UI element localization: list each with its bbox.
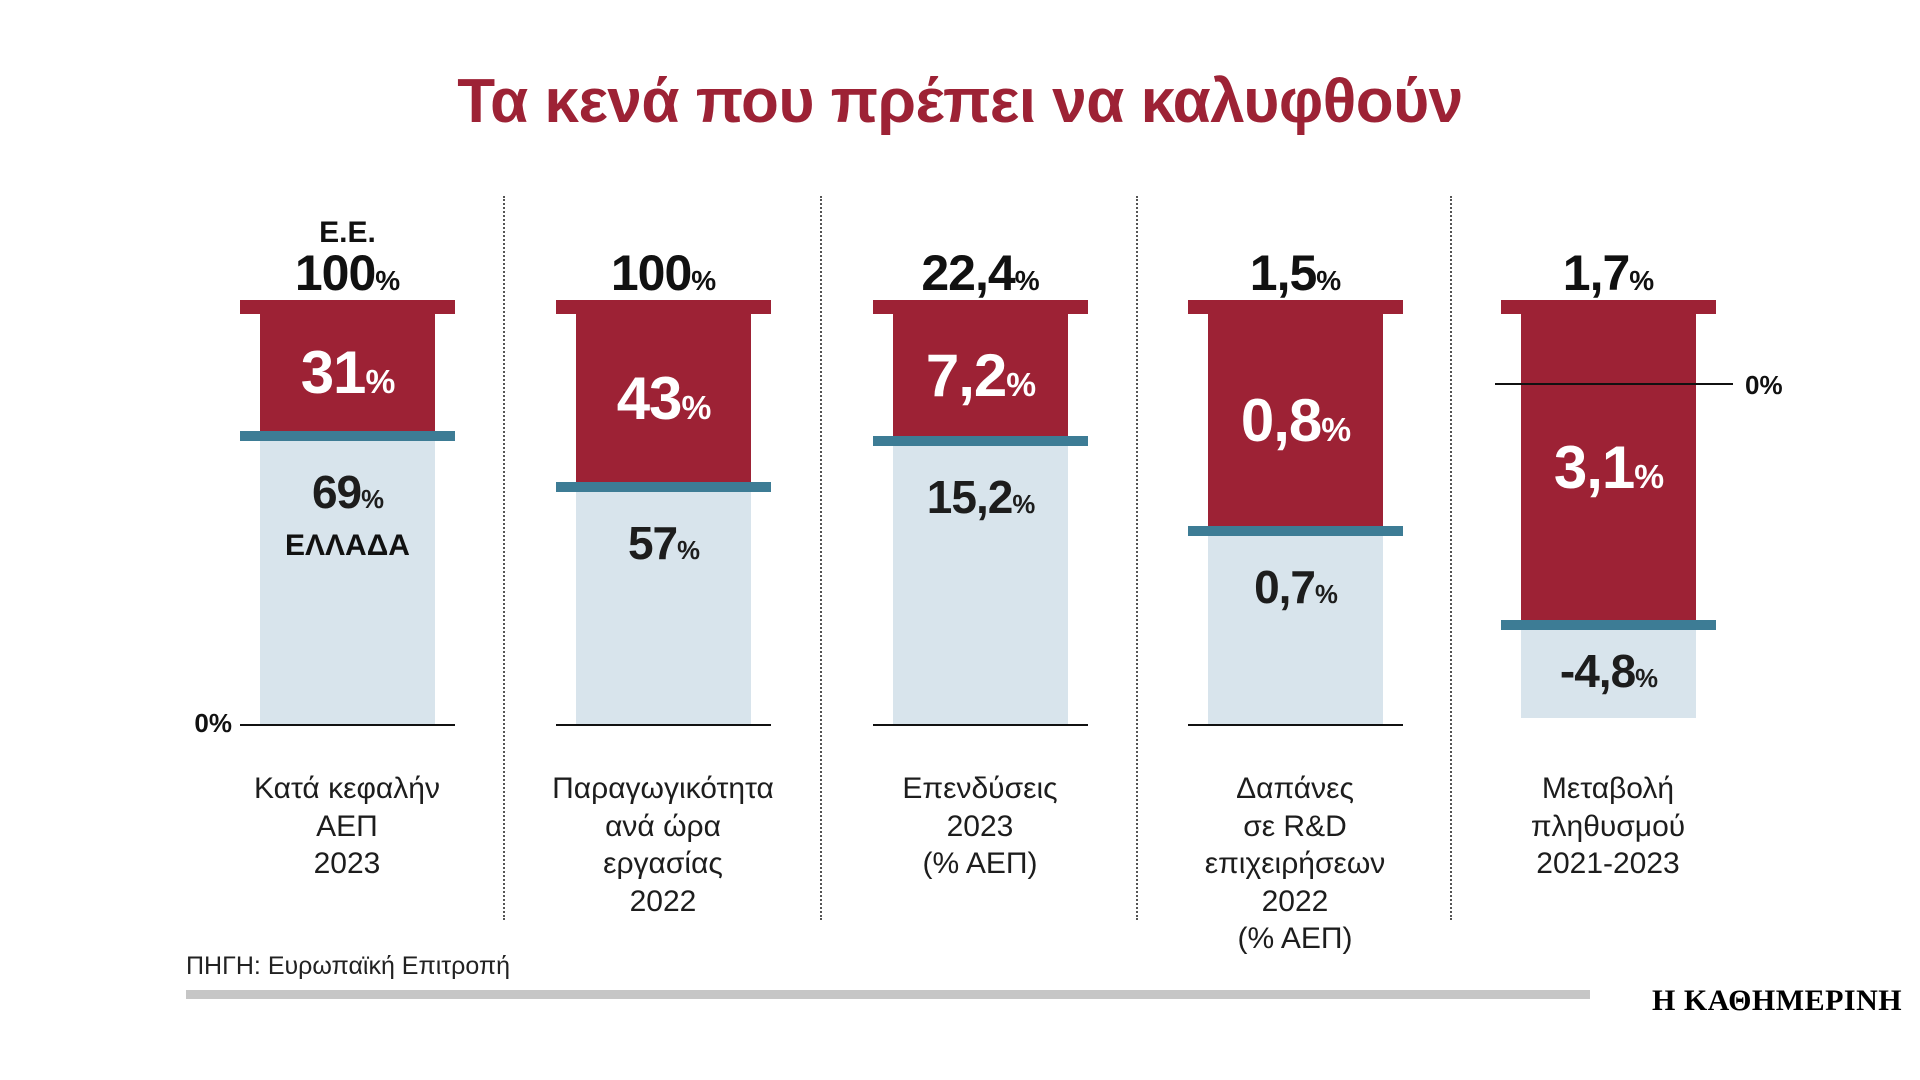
page-title: Τα κενά που πρέπει να καλυφθούν <box>457 67 1463 136</box>
zero-line-label: 0% <box>1745 370 1783 400</box>
bar-cap <box>873 300 1088 314</box>
percent-sign: % <box>691 265 716 296</box>
percent-sign: % <box>1321 411 1351 449</box>
value-number: 43 <box>616 364 683 432</box>
value-number: 0,8 <box>1240 386 1322 454</box>
gap-bar: 3,1% <box>1521 314 1696 620</box>
column-label: Δαπάνες σε R&D επιχειρήσεων 2022 (% ΑΕΠ) <box>1204 772 1386 955</box>
percent-sign: % <box>677 537 700 565</box>
column-divider <box>1136 196 1138 920</box>
percent-sign: % <box>1316 265 1341 296</box>
gap-value: 3,1% <box>1553 433 1664 502</box>
series-divider <box>873 436 1088 446</box>
column-label: Επενδύσεις 2023 (% ΑΕΠ) <box>902 772 1058 880</box>
gap-bar: 43% <box>576 314 751 482</box>
gap-value: 7,2% <box>925 341 1036 410</box>
value-number: 100 <box>294 245 376 301</box>
greece-value: 57% <box>576 492 751 570</box>
eu-series-label: Ε.Ε. <box>319 216 376 249</box>
value-number: 100 <box>610 245 692 301</box>
greece-bar: 15,2% <box>893 446 1068 724</box>
percent-sign: % <box>1012 491 1035 519</box>
zero-baseline <box>1188 724 1403 726</box>
percent-sign: % <box>1315 581 1338 609</box>
footer-rule <box>186 990 1590 999</box>
percent-sign: % <box>361 486 384 514</box>
zero-axis-label: 0% <box>194 708 232 738</box>
column-label: Παραγωγικότητα ανά ώρα εργασίας 2022 <box>552 772 774 918</box>
gap-bar: 31% <box>260 314 435 431</box>
greece-value: 15,2% <box>893 446 1068 524</box>
value-number: 31 <box>300 339 367 406</box>
gap-value: 43% <box>616 364 712 433</box>
chart-column-gdp-per-capita: Ε.Ε. 100% 31% 69% ΕΛΛΑΔΑ 0% Κατά κεφαλήν… <box>194 216 455 880</box>
zero-baseline <box>240 724 455 726</box>
eu-total-value: 100% <box>197 244 497 302</box>
column-label: Κατά κεφαλήν ΑΕΠ 2023 <box>254 772 440 880</box>
greece-value: 0,7% <box>1208 536 1383 614</box>
gap-bar: 7,2% <box>893 314 1068 436</box>
value-number: 1,5 <box>1249 245 1318 301</box>
greece-series-label: ΕΛΛΑΔΑ <box>285 529 410 562</box>
value-number: 57 <box>627 517 678 569</box>
value-number: 69 <box>311 466 362 518</box>
value-number: 7,2 <box>925 341 1007 409</box>
eu-total-value: 100% <box>513 244 813 302</box>
value-number: 22,4 <box>921 245 1015 301</box>
greece-bar: 0,7% <box>1208 536 1383 724</box>
percent-sign: % <box>681 389 711 427</box>
percent-sign: % <box>1634 458 1664 496</box>
brand-logo: Η ΚΑΘΗΜΕΡΙΝΗ <box>1652 984 1903 1017</box>
zero-baseline <box>556 724 771 726</box>
column-label: Μεταβολή πληθυσμού 2021-2023 <box>1530 772 1686 880</box>
percent-sign: % <box>365 364 395 401</box>
chart-column-population-change: 1,7% 3,1% 0% -4,8% Μεταβολή πληθυσμού 20… <box>1495 245 1783 880</box>
bar-cap <box>1501 300 1716 314</box>
greece-value: -4,8% <box>1521 630 1696 698</box>
eu-total-value: 22,4% <box>830 244 1130 302</box>
greece-bar: 69% ΕΛΛΑΔΑ <box>260 441 435 724</box>
value-number: 15,2 <box>926 471 1014 523</box>
value-number: -4,8 <box>1559 645 1636 697</box>
value-number: 3,1 <box>1553 433 1635 501</box>
zero-baseline <box>873 724 1088 726</box>
chart-column-investments: 22,4% 7,2% 15,2% Επενδύσεις 2023 (% ΑΕΠ) <box>873 245 1088 880</box>
value-number: 1,7 <box>1562 245 1631 301</box>
gap-value: 0,8% <box>1240 386 1351 455</box>
percent-sign: % <box>375 265 400 296</box>
series-divider <box>556 482 771 492</box>
chart-column-productivity: 100% 43% 57% Παραγωγικότητα ανά ώρα εργα… <box>552 245 774 918</box>
greece-bar: -4,8% <box>1521 630 1696 718</box>
greece-bar: 57% <box>576 492 751 724</box>
eu-total-value: 1,7% <box>1458 244 1758 302</box>
gap-value: 31% <box>300 338 396 407</box>
source-note: ΠΗΓΗ: Ευρωπαϊκή Επιτροπή <box>186 952 511 980</box>
series-divider <box>1501 620 1716 630</box>
greece-value: 69% <box>260 441 435 519</box>
column-divider <box>1450 196 1452 920</box>
percent-sign: % <box>1014 265 1040 296</box>
percent-sign: % <box>1629 265 1654 296</box>
chart-column-rd-spending: 1,5% 0,8% 0,7% Δαπάνες σε R&D επιχειρήσε… <box>1188 245 1403 955</box>
zero-line: 0% <box>1495 370 1783 400</box>
column-divider <box>503 196 505 920</box>
bar-cap <box>240 300 455 314</box>
bar-cap <box>1188 300 1403 314</box>
percent-sign: % <box>1635 665 1658 693</box>
series-divider <box>1188 526 1403 536</box>
column-divider <box>820 196 822 920</box>
percent-sign: % <box>1006 366 1036 404</box>
bar-cap <box>556 300 771 314</box>
series-divider <box>240 431 455 441</box>
eu-total-value: 1,5% <box>1145 244 1445 302</box>
gap-bar: 0,8% <box>1208 314 1383 526</box>
value-number: 0,7 <box>1254 561 1316 613</box>
